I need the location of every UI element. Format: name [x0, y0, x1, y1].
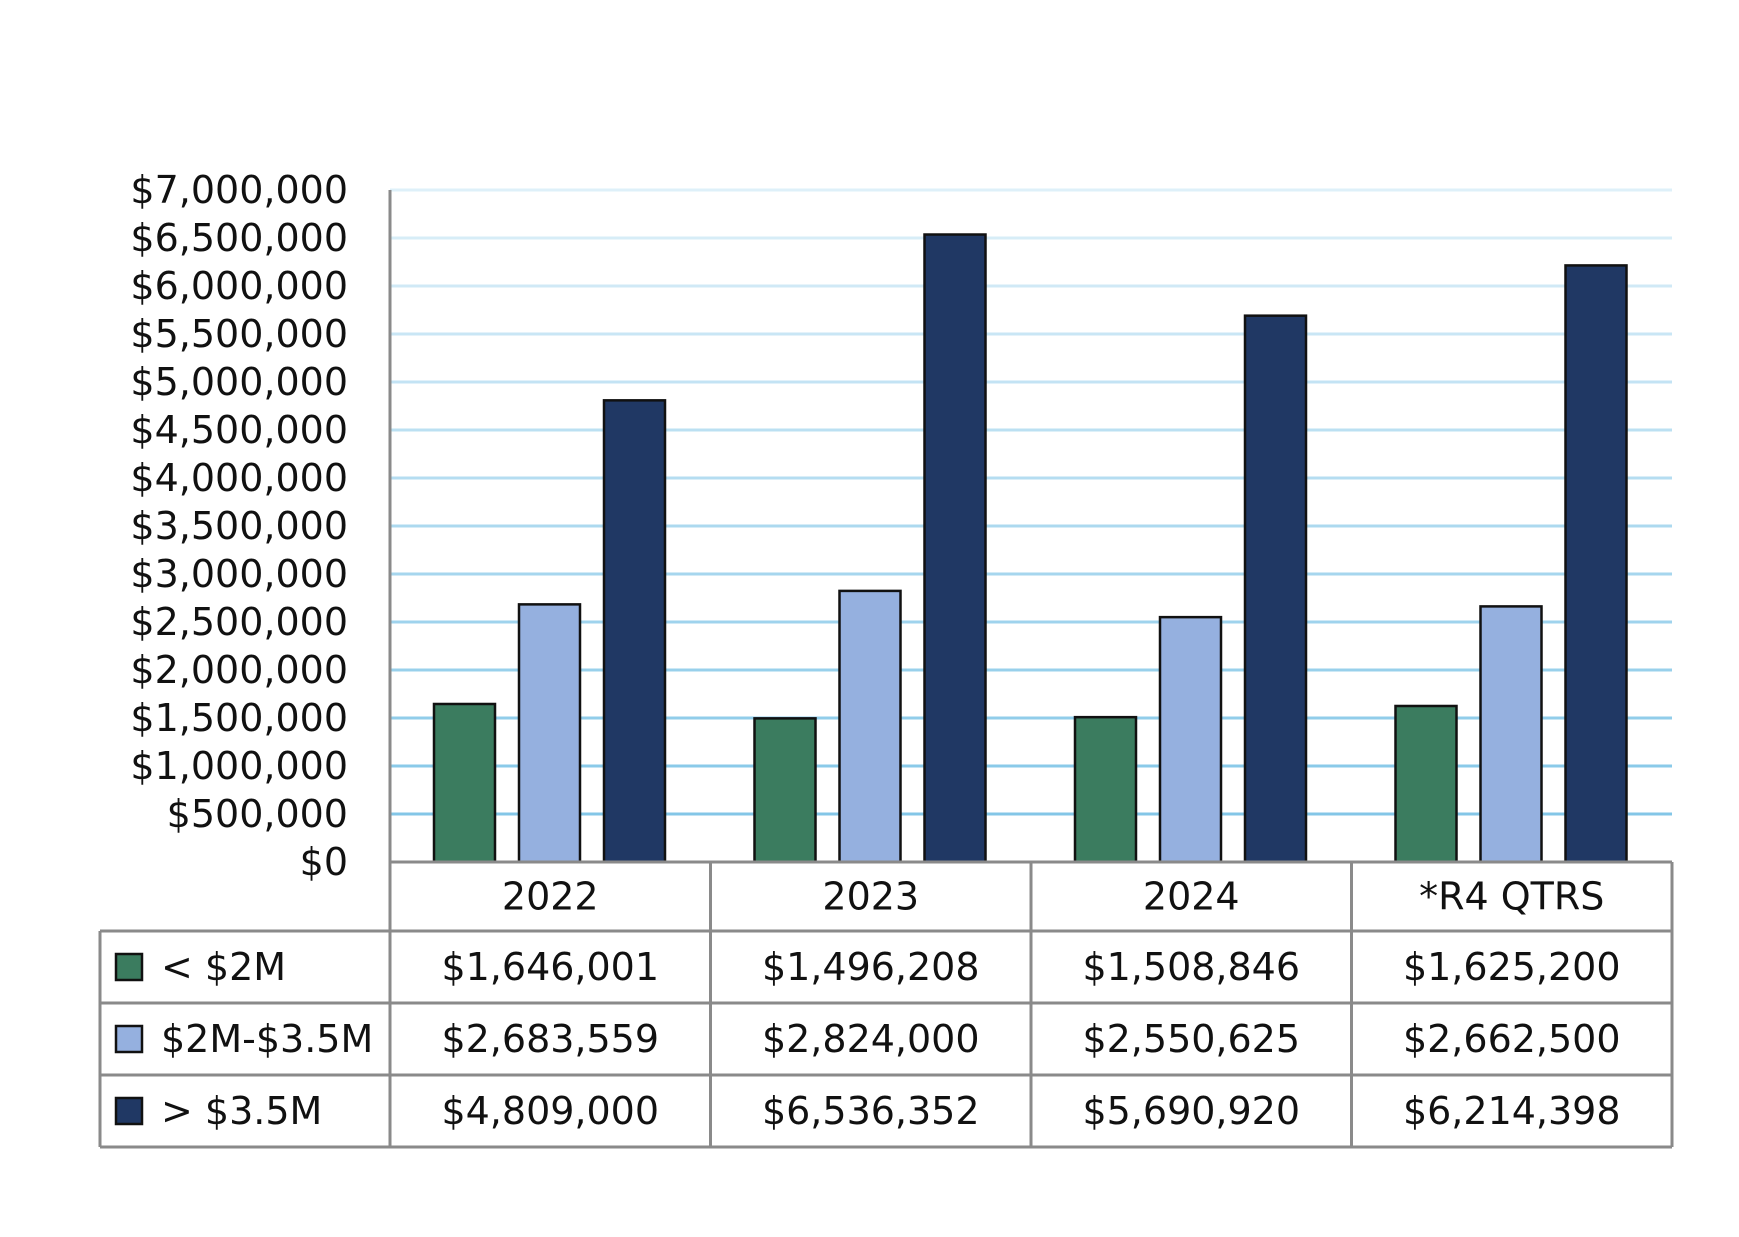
- bar: [1394, 704, 1458, 864]
- y-tick-label: $1,500,000: [130, 696, 348, 740]
- y-tick-label: $0: [300, 840, 348, 884]
- table-value: $1,646,001: [441, 945, 659, 989]
- y-tick-label: $7,000,000: [130, 168, 348, 212]
- bar: [1073, 715, 1138, 864]
- table-value: $1,496,208: [762, 945, 980, 989]
- bar: [838, 589, 902, 864]
- y-tick-label: $3,000,000: [130, 552, 348, 596]
- table-value: $2,824,000: [762, 1017, 980, 1061]
- table-value: $2,550,625: [1082, 1017, 1300, 1061]
- bars: [432, 233, 1628, 864]
- y-tick-label: $4,000,000: [130, 456, 348, 500]
- table-value: $4,809,000: [441, 1089, 659, 1133]
- legend-swatch: [114, 1024, 144, 1054]
- bar: [923, 233, 987, 864]
- y-tick-label: $6,500,000: [130, 216, 348, 260]
- table-value: $6,536,352: [762, 1089, 980, 1133]
- bar: [753, 717, 817, 864]
- y-tick-label: $5,500,000: [130, 312, 348, 356]
- table-value: $6,214,398: [1403, 1089, 1621, 1133]
- bar: [1479, 605, 1543, 864]
- category-label: *R4 QTRS: [1419, 875, 1604, 919]
- category-label: 2023: [822, 875, 919, 919]
- category-label: 2022: [502, 875, 599, 919]
- y-tick-label: $4,500,000: [130, 408, 348, 452]
- y-tick-label: $2,500,000: [130, 600, 348, 644]
- series-label: $2M-$3.5M: [161, 1017, 373, 1061]
- bar: [1243, 314, 1308, 864]
- legend-swatch: [114, 1096, 144, 1126]
- table-value: $1,508,846: [1082, 945, 1300, 989]
- y-tick-label: $5,000,000: [130, 360, 348, 404]
- bar: [602, 399, 667, 864]
- series-label: > $3.5M: [161, 1089, 322, 1133]
- bar: [517, 603, 582, 864]
- table-value: $5,690,920: [1082, 1089, 1300, 1133]
- legend-swatch: [114, 952, 144, 982]
- data-table: 2022 2023 2024 *R4 QTRS < $2M $1,646,001 $1,49…: [98, 860, 1674, 1149]
- series-label: < $2M: [161, 945, 286, 989]
- category-label: 2024: [1143, 875, 1240, 919]
- y-tick-label: $3,500,000: [130, 504, 348, 548]
- table-value: $1,625,200: [1403, 945, 1621, 989]
- y-tick-label: $500,000: [167, 792, 348, 836]
- bar: [432, 702, 497, 864]
- bar: [1158, 615, 1223, 864]
- table-value: $2,683,559: [441, 1017, 659, 1061]
- y-tick-label: $6,000,000: [130, 264, 348, 308]
- y-tick-label: $2,000,000: [130, 648, 348, 692]
- bar: [1564, 264, 1628, 864]
- y-axis-tick-labels: $0$500,000$1,000,000$1,500,000$2,000,000…: [130, 168, 348, 884]
- table-value: $2,662,500: [1403, 1017, 1621, 1061]
- y-tick-label: $1,000,000: [130, 744, 348, 788]
